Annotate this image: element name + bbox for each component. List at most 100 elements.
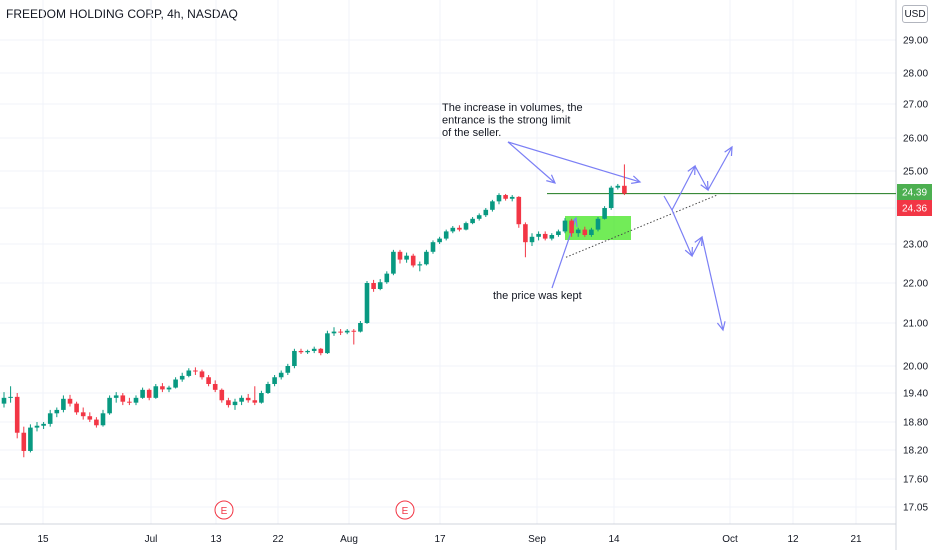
axis-labels: 29.0028.0027.0026.0025.0024.0023.0022.00…	[37, 36, 932, 545]
y-tick-label: 25.00	[903, 167, 928, 178]
candle-body	[34, 425, 40, 428]
candle-body	[212, 384, 218, 390]
earnings-circle	[395, 500, 415, 520]
arrow-head	[724, 145, 733, 157]
candle-body	[443, 231, 449, 239]
candle	[344, 329, 350, 335]
candle-body	[166, 387, 172, 390]
chart-title: FREEDOM HOLDING CORP, 4h, NASDAQ	[6, 7, 238, 21]
candle	[140, 387, 145, 399]
candle	[285, 363, 291, 375]
candle-body	[1, 397, 7, 404]
annotation-text: entrance is the strong limit	[442, 115, 570, 127]
candle	[311, 346, 317, 354]
y-tick-label: 29.00	[903, 36, 928, 47]
candle	[608, 185, 614, 210]
candle	[338, 329, 343, 336]
candle-body	[298, 350, 304, 353]
candle-body	[239, 397, 244, 402]
candle-body	[602, 208, 607, 219]
candle-body	[358, 323, 363, 332]
candle-body	[503, 195, 508, 199]
candle	[127, 397, 132, 406]
candle	[496, 193, 502, 205]
candle-body	[265, 384, 271, 393]
currency-button[interactable]: USD	[902, 5, 928, 23]
candle-body	[622, 185, 627, 194]
candle	[417, 261, 423, 272]
candle-body	[523, 224, 528, 243]
candles	[1, 164, 627, 458]
candle-body	[397, 251, 403, 260]
candle	[430, 240, 436, 254]
candle-body	[391, 251, 396, 274]
projection-arrow	[691, 235, 703, 257]
candle-body	[47, 413, 53, 424]
candle-body	[556, 231, 561, 235]
candle-body	[404, 255, 409, 260]
candle-body	[424, 251, 429, 265]
candle	[595, 217, 601, 232]
candle-body	[146, 389, 152, 398]
candle	[80, 407, 86, 420]
candle	[384, 271, 390, 284]
candle-body	[536, 233, 541, 237]
candle-body	[226, 400, 231, 406]
projection-arrow	[694, 165, 709, 192]
candle-body	[186, 370, 192, 376]
candle-body	[463, 223, 469, 230]
candle	[483, 208, 489, 217]
annotation-text: The increase in volumes, the	[442, 102, 583, 114]
candle	[199, 369, 205, 380]
arrow-line	[671, 165, 696, 211]
candle-body	[351, 330, 357, 332]
candle-body	[470, 218, 475, 224]
candle	[74, 401, 79, 415]
projection-arrow-up	[707, 145, 733, 191]
arrow-line	[707, 146, 733, 191]
earnings-label: E	[402, 506, 409, 517]
candle	[173, 377, 178, 389]
candle	[1, 392, 7, 408]
candle	[292, 348, 297, 369]
candle-body	[575, 229, 581, 234]
y-tick-label: 21.00	[903, 319, 928, 330]
candle-body	[173, 379, 178, 388]
candle-body	[232, 401, 238, 406]
candle-body	[569, 220, 574, 234]
candle-body	[450, 227, 456, 232]
candle-body	[331, 331, 337, 334]
candle-body	[61, 398, 66, 410]
candle-body	[384, 273, 390, 283]
candle	[226, 397, 231, 408]
projection-path	[663, 195, 673, 211]
candle	[509, 195, 515, 202]
candle-body	[14, 396, 20, 433]
candle-body	[344, 330, 350, 333]
x-tick-label: 14	[608, 534, 620, 545]
candle	[8, 386, 13, 403]
y-tick-label: 17.05	[903, 503, 928, 514]
candle	[47, 409, 53, 427]
candle-body	[305, 350, 310, 353]
projection-arrow-down	[671, 209, 693, 258]
candle-body	[94, 419, 99, 426]
x-tick-label: Jul	[145, 534, 158, 545]
candle	[219, 388, 225, 403]
y-tick-label: 20.00	[903, 362, 928, 373]
candle-body	[100, 413, 106, 426]
annotation-text: the price was kept	[493, 290, 582, 302]
candle	[371, 279, 376, 292]
candle	[41, 422, 46, 429]
candle-body	[272, 377, 277, 384]
candle	[325, 330, 330, 354]
candle-body	[160, 386, 165, 390]
arrow-line	[507, 141, 556, 184]
candle	[549, 233, 555, 241]
candle-body	[87, 416, 93, 420]
candle	[232, 398, 238, 410]
annotation-text: of the seller.	[442, 127, 501, 139]
candle	[298, 348, 304, 354]
candle	[100, 409, 106, 427]
